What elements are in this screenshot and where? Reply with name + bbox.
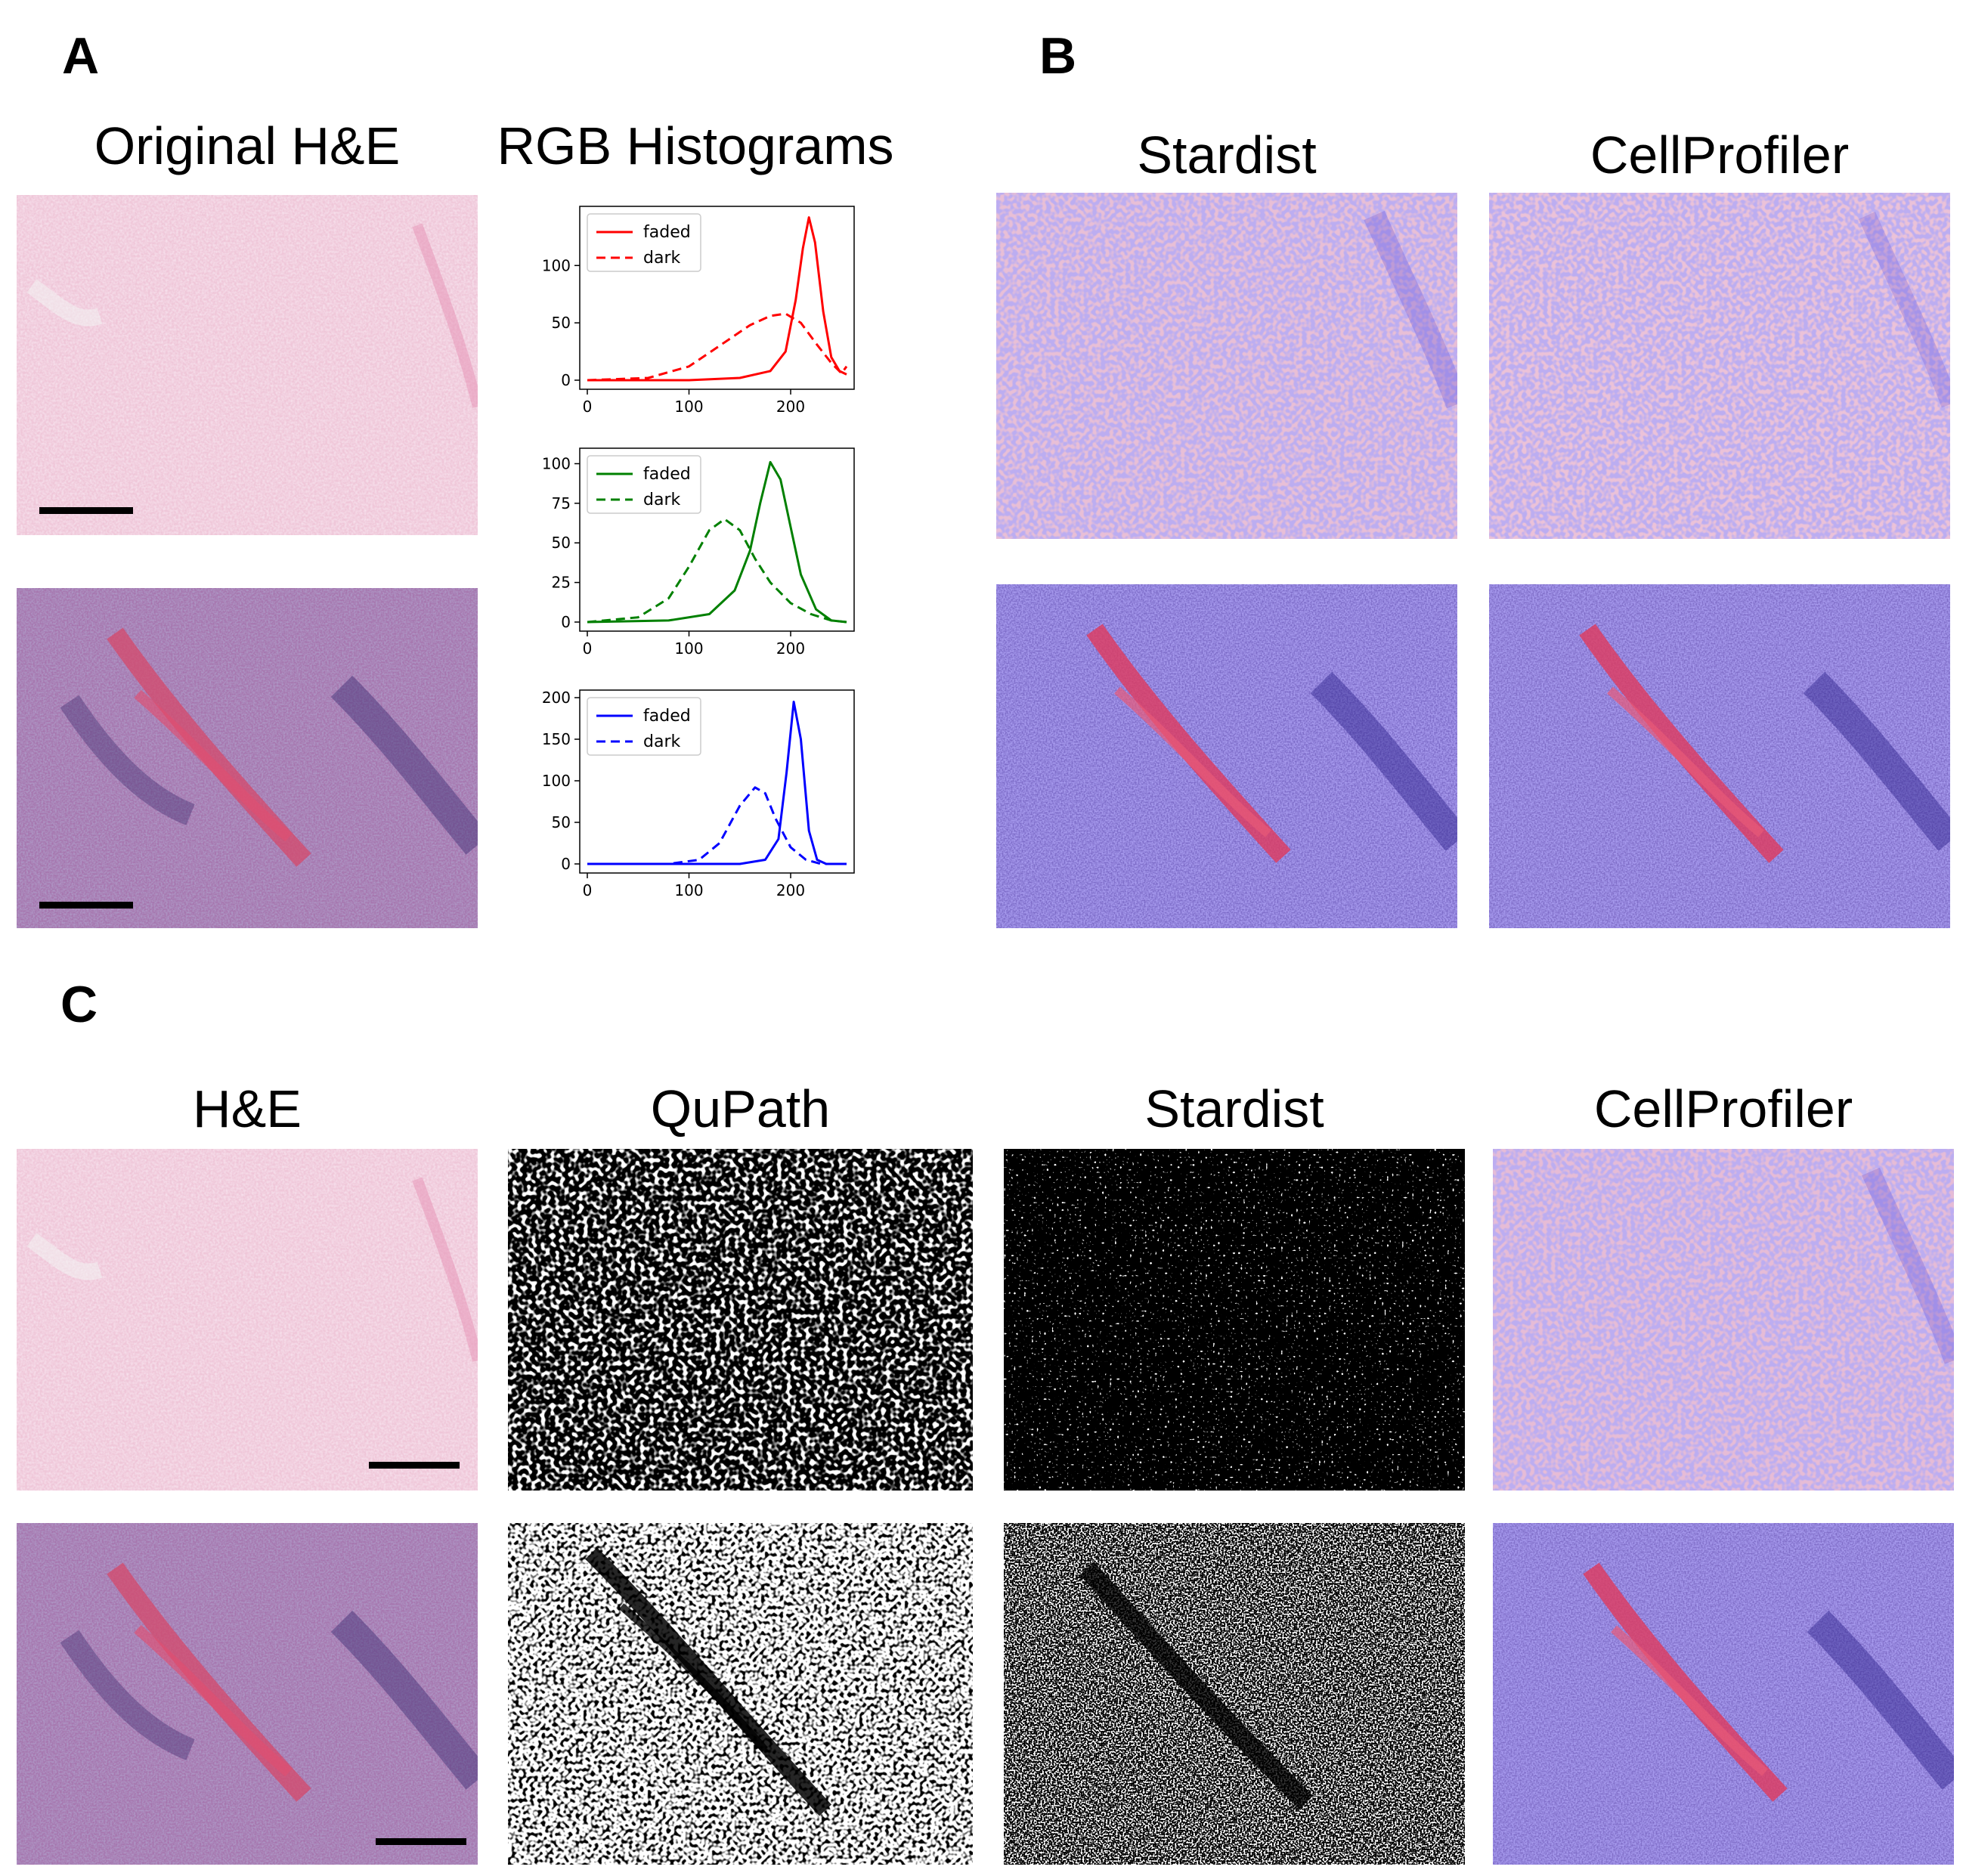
stardist-dark-overlay	[996, 584, 1457, 928]
legend-label-dark: dark	[643, 249, 680, 268]
title-he-c: H&E	[193, 1079, 302, 1138]
x-tick-label: 100	[674, 881, 703, 899]
qupath-faded-mask	[508, 1149, 973, 1491]
legend-label-faded: faded	[643, 223, 691, 242]
x-tick-label: 200	[776, 398, 805, 416]
y-tick-label: 50	[552, 813, 571, 831]
series-line-dark	[587, 518, 847, 624]
x-tick-label: 0	[583, 398, 593, 416]
scale-bar	[369, 1462, 460, 1469]
y-tick-label: 100	[542, 454, 571, 472]
histogram-red: 0 100 200 0 50 100 faded dark	[518, 200, 862, 419]
series-line-dark	[587, 312, 848, 382]
stardist-faded-mask	[1004, 1149, 1465, 1491]
cellprofiler-faded-overlay-c	[1493, 1149, 1954, 1491]
title-rgb-histograms: RGB Histograms	[497, 116, 894, 175]
panel-letter-c: C	[60, 976, 98, 1033]
y-tick-label: 150	[542, 730, 571, 748]
plot-frame	[579, 206, 855, 390]
title-cellprofiler-c: CellProfiler	[1593, 1079, 1853, 1138]
cellprofiler-dark-overlay	[1489, 584, 1950, 928]
histogram-blue: 0 100 200 0 50 100 150 200 faded dark	[518, 684, 862, 903]
title-qupath-c: QuPath	[650, 1079, 831, 1138]
faded-he-image	[17, 195, 478, 535]
series-line-dark	[587, 786, 847, 865]
he-faded-image	[17, 1149, 478, 1491]
legend-label-faded: faded	[643, 707, 691, 726]
y-tick-label: 0	[561, 371, 571, 389]
legend-label-faded: faded	[643, 465, 691, 484]
series-line-faded	[587, 460, 847, 624]
scale-bar	[376, 1838, 466, 1845]
x-tick-label: 200	[776, 639, 805, 658]
y-tick-label: 25	[552, 574, 571, 592]
legend-label-dark: dark	[643, 491, 680, 509]
series-line-faded	[587, 216, 847, 382]
y-tick-label: 50	[552, 534, 571, 552]
y-tick-label: 0	[561, 855, 571, 873]
legend-label-dark: dark	[643, 732, 680, 751]
histogram-green: 0 100 200 0 25 50 75 100 faded dark	[518, 442, 862, 661]
scale-bar	[39, 902, 133, 909]
y-tick-label: 100	[542, 256, 571, 274]
plot-frame	[579, 689, 855, 874]
title-stardist-c: Stardist	[1144, 1079, 1324, 1138]
x-tick-label: 0	[583, 881, 593, 899]
y-tick-label: 0	[561, 613, 571, 631]
qupath-dark-mask	[508, 1523, 973, 1865]
cellprofiler-dark-overlay-c	[1493, 1523, 1954, 1865]
panel-letter-a: A	[62, 27, 100, 85]
x-tick-label: 100	[674, 398, 703, 416]
dark-he-image	[17, 588, 478, 928]
stardist-faded-overlay	[996, 193, 1457, 539]
x-tick-label: 200	[776, 881, 805, 899]
x-tick-label: 0	[583, 639, 593, 658]
scale-bar	[39, 507, 133, 514]
title-original-he: Original H&E	[94, 116, 401, 175]
series-line-faded	[587, 701, 847, 865]
y-tick-label: 100	[542, 772, 571, 790]
panel-letter-b: B	[1039, 27, 1077, 85]
plot-frame	[579, 447, 855, 632]
y-tick-label: 50	[552, 314, 571, 332]
x-tick-label: 100	[674, 639, 703, 658]
y-tick-label: 75	[552, 494, 571, 512]
he-dark-image	[17, 1523, 478, 1865]
title-stardist-b: Stardist	[1137, 125, 1317, 184]
title-cellprofiler-b: CellProfiler	[1590, 125, 1850, 184]
stardist-dark-mask	[1004, 1523, 1465, 1865]
y-tick-label: 200	[542, 689, 571, 707]
cellprofiler-faded-overlay	[1489, 193, 1950, 539]
